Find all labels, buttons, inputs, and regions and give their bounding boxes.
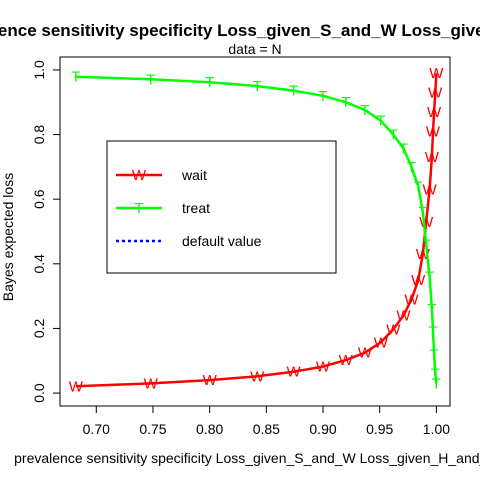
data-point-wait: W — [426, 123, 441, 140]
data-point-treat: T — [360, 102, 369, 119]
data-point-treat: T — [428, 324, 437, 341]
x-tick-label: 0.95 — [366, 421, 393, 437]
x-tick-label: 1.00 — [423, 421, 450, 437]
data-point-treat: T — [289, 83, 298, 100]
y-tick-label: 0.4 — [31, 254, 47, 274]
data-point-treat: T — [425, 269, 434, 286]
data-point-wait: W — [423, 181, 438, 198]
y-axis-label: Bayes expected loss — [0, 173, 16, 301]
data-point-wait: W — [286, 364, 301, 381]
data-point-wait: W — [203, 372, 218, 389]
series-line-wait — [75, 73, 438, 388]
data-point-treat: T — [422, 236, 431, 253]
data-point-wait: W — [425, 149, 440, 166]
data-point-treat: T — [71, 69, 80, 86]
x-tick-label: 0.85 — [253, 421, 280, 437]
y-tick-label: 1.0 — [31, 60, 47, 80]
x-axis-label: prevalence sensitivity specificity Loss_… — [14, 450, 480, 466]
data-point-treat: T — [418, 204, 427, 221]
data-point-wait: W — [386, 321, 401, 338]
y-tick-label: 0.0 — [31, 383, 47, 403]
data-point-treat: T — [253, 78, 262, 95]
data-point-treat: T — [430, 346, 439, 363]
data-point-treat: T — [427, 301, 436, 318]
legend-label-treat: treat — [182, 200, 210, 216]
data-point-wait: W — [250, 368, 265, 385]
y-axis: 0.0 0.2 0.4 0.6 0.8 1.0 — [31, 60, 61, 403]
data-point-treat: T — [318, 88, 327, 105]
data-point-wait: W — [411, 272, 426, 289]
chart-subtitle: data = N — [228, 41, 281, 57]
x-tick-label: 0.70 — [83, 421, 110, 437]
data-point-treat: T — [431, 366, 440, 383]
data-point-treat: T — [399, 140, 408, 157]
data-point-wait: W — [339, 352, 354, 369]
data-point-treat: T — [407, 159, 416, 176]
data-point-wait: W — [69, 378, 84, 395]
data-point-treat: T — [341, 94, 350, 111]
data-point-wait: W — [404, 291, 419, 308]
data-point-treat: T — [205, 74, 214, 91]
x-axis: 0.70 0.75 0.80 0.85 0.90 0.95 1.00 — [83, 405, 450, 437]
y-tick-label: 0.2 — [31, 319, 47, 339]
data-point-wait: W — [428, 85, 443, 102]
y-tick-label: 0.6 — [31, 189, 47, 209]
data-point-wait: W — [316, 359, 331, 376]
data-point-treat: T — [146, 71, 155, 88]
data-point-treat: T — [414, 178, 423, 195]
legend-marker-treat: T — [134, 200, 143, 217]
data-point-wait: W — [358, 345, 373, 362]
x-tick-label: 0.75 — [139, 421, 166, 437]
x-tick-label: 0.80 — [196, 421, 223, 437]
data-point-wait: W — [429, 65, 444, 82]
y-tick-label: 0.8 — [31, 125, 47, 145]
legend-label-wait: wait — [181, 167, 207, 183]
series-line-treat — [75, 75, 438, 384]
x-tick-label: 0.90 — [309, 421, 336, 437]
data-point-wait: W — [427, 104, 442, 121]
chart-title: prevalence sensitivity specificity Loss_… — [0, 21, 480, 40]
data-point-wait: W — [144, 375, 159, 392]
data-point-wait: W — [396, 308, 411, 325]
data-point-treat: T — [432, 375, 441, 392]
legend-marker-wait: W — [132, 167, 147, 184]
data-point-treat: T — [376, 113, 385, 130]
data-point-treat: T — [389, 127, 398, 144]
data-point-wait: W — [374, 334, 389, 351]
legend-label-default-value: default value — [182, 233, 262, 249]
